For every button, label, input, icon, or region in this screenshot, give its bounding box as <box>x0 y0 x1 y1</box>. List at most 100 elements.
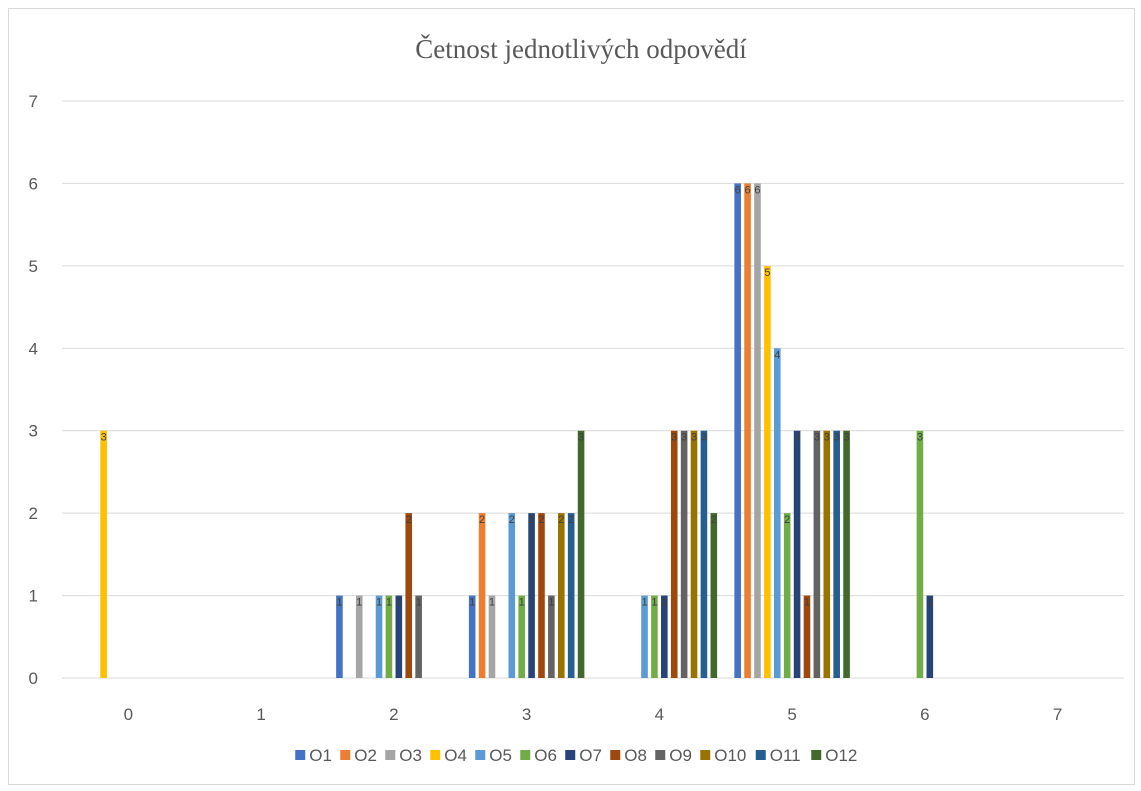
bar-value-label: 1 <box>489 597 495 609</box>
bar-value-label: 3 <box>671 432 677 444</box>
bar-value-label: 3 <box>691 432 697 444</box>
legend-label: O11 <box>770 746 801 765</box>
legend: O1 O2 O3 O4 O5 O6 O7 O8 O9 O10 O11 O12 <box>295 746 857 765</box>
y-tick-label: 5 <box>29 257 38 276</box>
legend-item: O10 <box>700 746 746 765</box>
bar <box>577 430 585 678</box>
legend-swatch <box>340 750 351 760</box>
bar <box>375 595 383 678</box>
bar <box>744 183 751 678</box>
legend-swatch <box>565 750 576 760</box>
bar <box>916 430 924 678</box>
bar-value-label: 1 <box>416 597 422 609</box>
bar-value-label: 2 <box>558 514 564 526</box>
legend-swatch <box>811 750 822 760</box>
bar <box>651 595 658 678</box>
bar <box>764 265 771 678</box>
legend-swatch <box>430 750 441 760</box>
bar <box>690 430 698 678</box>
bar-value-label: 3 <box>701 432 707 444</box>
bar <box>557 513 565 678</box>
bar <box>734 183 741 678</box>
bar-value-label: 1 <box>469 597 475 609</box>
bar <box>336 595 343 678</box>
legend-swatch <box>475 750 486 760</box>
bar <box>415 595 422 678</box>
bar-value-label: 6 <box>735 184 741 196</box>
legend-item: O2 <box>340 746 377 765</box>
legend-label: O10 <box>714 746 746 765</box>
bar-value-label: 1 <box>386 597 392 609</box>
bar-value-label: 3 <box>824 432 830 444</box>
legend-swatch <box>295 750 306 760</box>
bar <box>700 430 708 678</box>
y-tick-label: 6 <box>29 174 38 193</box>
bar-value-label: 3 <box>834 432 840 444</box>
bar-value-label: 3 <box>844 432 850 444</box>
y-tick-label: 1 <box>29 587 38 606</box>
bar <box>670 430 678 678</box>
bar-value-label: 1 <box>661 597 667 609</box>
bar-value-label: 1 <box>641 597 647 609</box>
chart-title: Četnost jednotlivých odpovědí <box>415 34 747 64</box>
bar-value-label: 2 <box>711 514 717 526</box>
x-tick-label: 3 <box>522 705 531 724</box>
x-tick-label: 4 <box>655 705 664 724</box>
bar-value-label: 3 <box>681 432 687 444</box>
y-tick-label: 2 <box>29 504 38 523</box>
bars-layer <box>100 183 934 678</box>
bar-value-label: 6 <box>754 184 760 196</box>
legend-label: O9 <box>669 746 692 765</box>
bar <box>488 595 496 678</box>
bar-value-label: 1 <box>336 597 342 609</box>
bar-value-label: 2 <box>568 514 574 526</box>
bar-value-label: 2 <box>538 514 544 526</box>
legend-swatch <box>700 750 711 760</box>
legend-item: O8 <box>610 746 647 765</box>
bar-value-label: 3 <box>814 432 820 444</box>
bar <box>468 595 476 678</box>
bar-value-label: 2 <box>784 514 790 526</box>
x-tick-label: 7 <box>1053 705 1062 724</box>
x-tick-label: 1 <box>256 705 265 724</box>
bar <box>926 595 934 678</box>
bar <box>538 513 545 678</box>
bar-value-label: 1 <box>651 597 657 609</box>
y-tick-label: 7 <box>29 92 38 111</box>
bar-value-label: 6 <box>745 184 751 196</box>
bar <box>680 430 688 678</box>
bar-value-label: 3 <box>578 432 584 444</box>
bar-value-label: 5 <box>764 267 770 279</box>
bar-value-label: 1 <box>396 597 402 609</box>
bar <box>405 513 413 678</box>
legend-swatch <box>755 750 766 760</box>
legend-label: O7 <box>579 746 602 765</box>
y-tick-label: 0 <box>29 669 38 688</box>
bar <box>783 513 791 678</box>
legend-swatch <box>520 750 531 760</box>
bar <box>100 430 107 678</box>
grid-layer <box>62 100 1124 679</box>
legend-label: O5 <box>489 746 512 765</box>
bar-value-label: 4 <box>774 349 780 361</box>
x-tick-label: 2 <box>389 705 398 724</box>
y-axis-ticks: 0 1 2 3 4 5 6 7 <box>29 92 38 688</box>
bar <box>803 595 811 678</box>
legend-label: O3 <box>399 746 422 765</box>
bar <box>567 513 575 678</box>
legend-label: O2 <box>354 746 377 765</box>
x-tick-label: 5 <box>787 705 796 724</box>
legend-label: O12 <box>825 746 857 765</box>
bar-value-label: 2 <box>479 514 485 526</box>
legend-swatch <box>655 750 666 760</box>
bar <box>813 430 821 678</box>
bar <box>548 595 555 678</box>
bar <box>385 595 393 678</box>
bar <box>823 430 831 678</box>
legend-label: O6 <box>534 746 557 765</box>
legend-label: O1 <box>309 746 332 765</box>
bar <box>843 430 850 678</box>
bar-value-label: 3 <box>917 432 923 444</box>
